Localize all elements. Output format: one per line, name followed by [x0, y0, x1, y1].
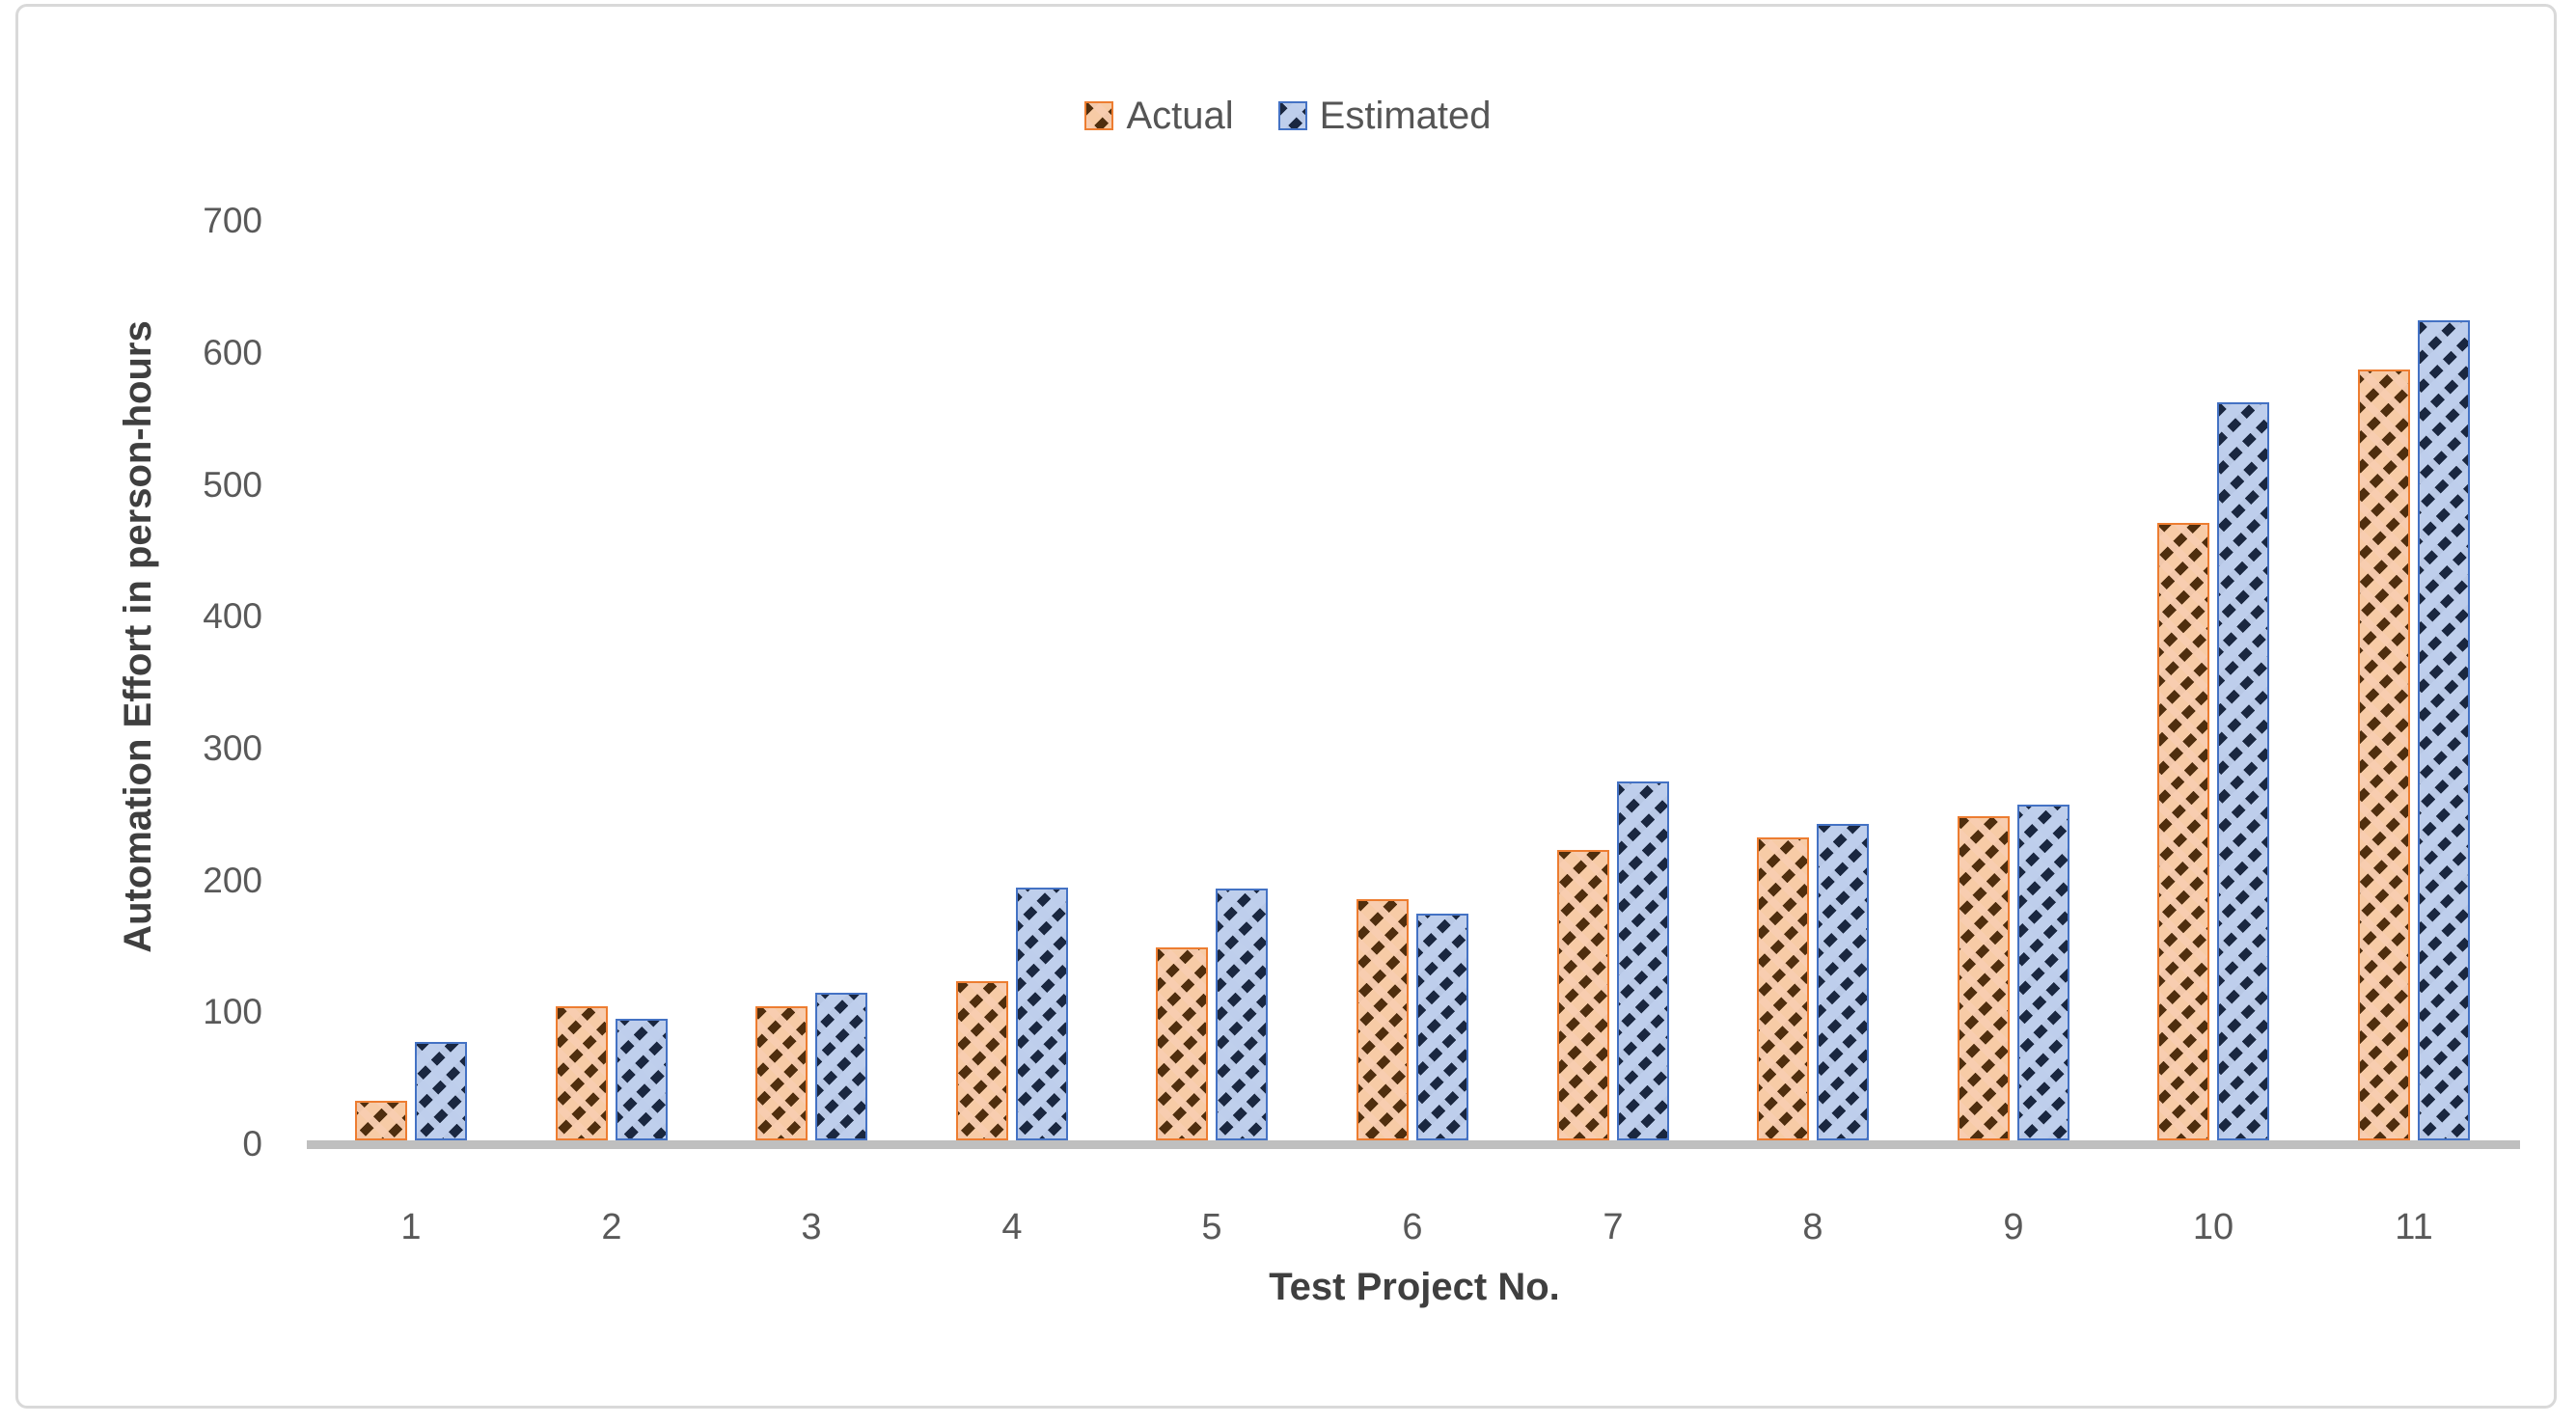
bar-estimated-3 [815, 993, 867, 1140]
x-axis-tick-label-9: 9 [2003, 1207, 2024, 1247]
legend-swatch-actual-icon [1084, 101, 1114, 130]
figure-border [15, 4, 2557, 1409]
bar-actual-10 [2157, 523, 2209, 1140]
bar-estimated-10 [2217, 402, 2269, 1140]
y-axis-tick-label-400: 400 [203, 596, 262, 637]
x-axis-tick-label-7: 7 [1603, 1207, 1624, 1247]
bar-actual-1 [355, 1101, 407, 1140]
legend: Actual Estimated [0, 96, 2576, 135]
legend-entry-actual: Actual [1084, 95, 1234, 137]
x-axis-tick-label-5: 5 [1201, 1207, 1222, 1247]
bar-estimated-8 [1817, 824, 1869, 1140]
x-axis-title: Test Project No. [1269, 1266, 1560, 1308]
bar-estimated-5 [1216, 889, 1268, 1140]
x-axis-tick-label-2: 2 [601, 1207, 622, 1247]
y-axis-tick-label-200: 200 [203, 860, 262, 900]
bar-estimated-11 [2418, 320, 2470, 1140]
x-axis-tick-label-10: 10 [2192, 1207, 2234, 1247]
bar-estimated-4 [1016, 888, 1068, 1140]
x-axis-tick-label-8: 8 [1802, 1207, 1823, 1247]
legend-label-estimated: Estimated [1319, 95, 1492, 137]
legend-swatch-estimated-icon [1277, 101, 1307, 130]
bar-estimated-9 [2017, 805, 2069, 1140]
bar-estimated-7 [1617, 781, 1669, 1140]
bar-actual-9 [1958, 816, 2010, 1140]
y-axis-title: Automation Effort in person-hours [117, 320, 159, 953]
x-axis-line [307, 1140, 2520, 1149]
bar-estimated-6 [1416, 914, 1468, 1140]
bar-actual-8 [1757, 837, 1809, 1140]
y-axis-tick-label-300: 300 [203, 728, 262, 769]
bar-estimated-1 [415, 1042, 467, 1140]
y-axis-tick-label-100: 100 [203, 992, 262, 1032]
y-axis-tick-label-700: 700 [203, 201, 262, 241]
bar-actual-11 [2358, 370, 2410, 1140]
legend-entry-estimated: Estimated [1277, 95, 1492, 137]
x-axis-tick-label-4: 4 [1001, 1207, 1023, 1247]
bar-actual-7 [1557, 850, 1609, 1140]
bar-actual-2 [556, 1006, 608, 1140]
legend-label-actual: Actual [1126, 95, 1234, 137]
bar-actual-6 [1357, 899, 1409, 1140]
x-axis-tick-label-6: 6 [1402, 1207, 1423, 1247]
x-axis-tick-label-11: 11 [2395, 1207, 2433, 1247]
x-axis-tick-label-1: 1 [400, 1207, 422, 1247]
bar-estimated-2 [616, 1019, 668, 1140]
x-axis-tick-label-3: 3 [801, 1207, 822, 1247]
y-axis-tick-label-500: 500 [203, 464, 262, 505]
bar-actual-4 [956, 981, 1008, 1140]
bar-actual-3 [755, 1006, 808, 1140]
y-axis-tick-label-0: 0 [242, 1124, 262, 1164]
y-axis-tick-label-600: 600 [203, 333, 262, 373]
bar-actual-5 [1156, 947, 1208, 1140]
